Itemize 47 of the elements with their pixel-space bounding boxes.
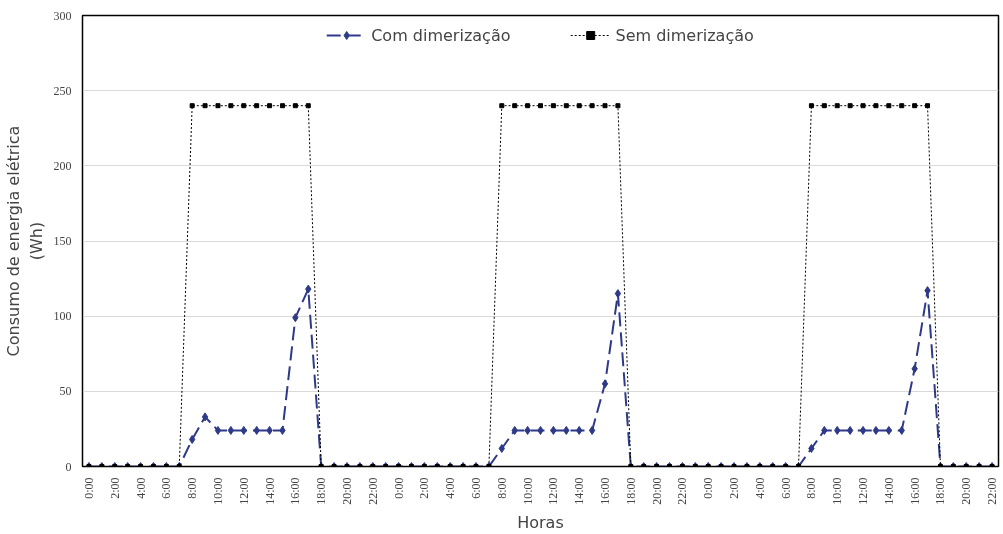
x-tick-label: 4:00 <box>443 477 458 499</box>
x-tick-label: 22:00 <box>365 477 380 505</box>
x-tick-label: 20:00 <box>339 477 354 505</box>
y-tick-label: 300 <box>53 8 72 23</box>
x-tick-label: 8:00 <box>185 477 200 499</box>
x-tick-label: 20:00 <box>649 477 664 505</box>
x-tick-label: 14:00 <box>572 477 587 505</box>
x-tick-label: 10:00 <box>520 477 535 505</box>
x-tick-label: 4:00 <box>752 477 767 499</box>
x-tick-label: 22:00 <box>985 477 1000 505</box>
x-tick-label: 14:00 <box>881 477 896 505</box>
x-tick-label: 16:00 <box>907 477 922 505</box>
y-tick-label: 150 <box>53 234 72 248</box>
x-tick-label: 2:00 <box>107 477 122 499</box>
y-tick-label: 100 <box>53 309 72 324</box>
x-tick-label: 8:00 <box>494 477 509 499</box>
y-axis-title: Consumo de energia elétrica (Wh) <box>3 125 46 357</box>
y-tick-label: 250 <box>53 83 72 98</box>
x-tick-label: 18:00 <box>623 477 638 505</box>
x-tick-label: 20:00 <box>959 477 974 505</box>
legend-label: Sem dimerização <box>615 25 754 45</box>
legend-label: Com dimerização <box>371 25 511 45</box>
x-tick-label: 0:00 <box>391 477 406 499</box>
x-tick-label: 8:00 <box>804 477 819 499</box>
x-tick-label: 2:00 <box>727 477 742 499</box>
x-tick-label: 2:00 <box>417 477 432 499</box>
x-tick-label: 12:00 <box>856 477 871 505</box>
x-tick-label: 18:00 <box>933 477 948 505</box>
x-tick-label: 0:00 <box>701 477 716 499</box>
x-tick-label: 22:00 <box>675 477 690 505</box>
x-tick-label: 4:00 <box>133 477 148 499</box>
x-tick-label: 10:00 <box>210 477 225 505</box>
x-tick-label: 12:00 <box>546 477 561 505</box>
x-tick-label: 16:00 <box>598 477 613 505</box>
y-tick-label: 0 <box>65 459 72 474</box>
x-tick-label: 16:00 <box>288 477 303 505</box>
x-tick-label: 6:00 <box>159 477 174 499</box>
x-tick-label: 14:00 <box>262 477 277 505</box>
x-tick-label: 6:00 <box>468 477 483 499</box>
y-tick-label: 50 <box>59 384 72 399</box>
x-tick-label: 6:00 <box>778 477 793 499</box>
y-tick-label: 200 <box>53 158 72 173</box>
x-tick-label: 0:00 <box>81 477 96 499</box>
x-axis-title: Horas <box>517 512 564 532</box>
x-tick-label: 18:00 <box>314 477 329 505</box>
x-tick-label: 12:00 <box>236 477 251 505</box>
x-tick-label: 10:00 <box>830 477 845 505</box>
